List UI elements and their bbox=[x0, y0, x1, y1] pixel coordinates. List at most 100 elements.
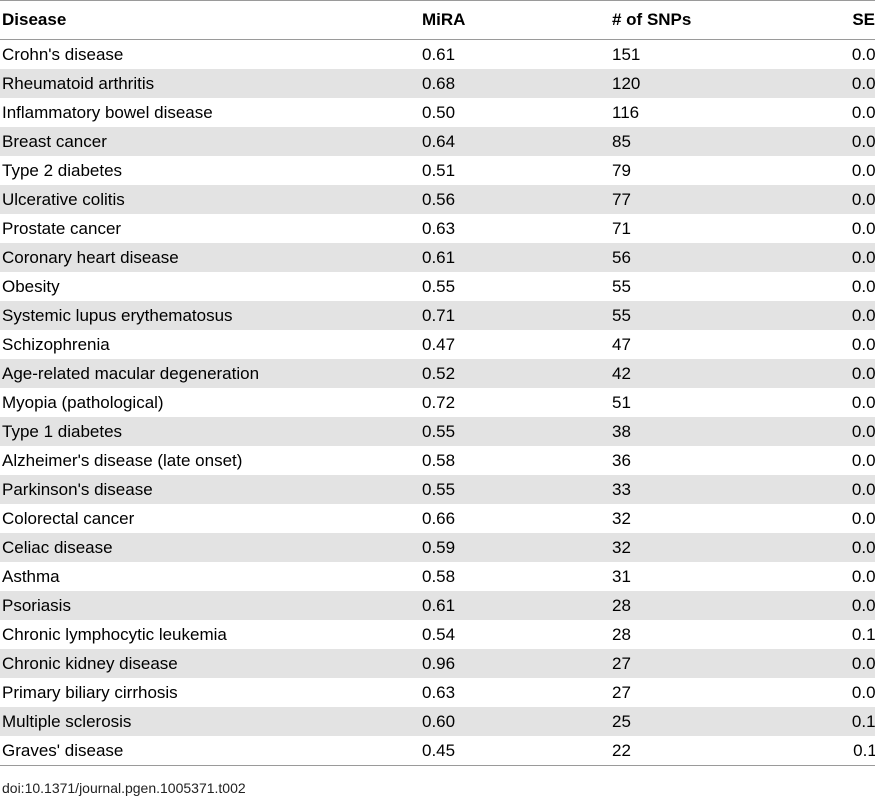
se-cell: 0.07 bbox=[851, 276, 875, 296]
disease-cell: Breast cancer bbox=[0, 127, 422, 156]
se-cell: 0.10 bbox=[851, 624, 875, 644]
snps-cell: 47 bbox=[612, 334, 631, 354]
se-cell: 0.09 bbox=[812, 475, 875, 504]
table-row: Prostate cancer 0.63 71 0.06 bbox=[0, 214, 875, 243]
snps-cell: 56 bbox=[612, 243, 812, 272]
snps-cell: 27 bbox=[612, 682, 631, 702]
mira-cell: 0.63 bbox=[422, 218, 456, 238]
header-se: SE bbox=[812, 0, 875, 40]
snps-cell: 28 bbox=[612, 624, 631, 644]
table-row: Asthma 0.58 31 0.09 bbox=[0, 562, 875, 591]
se-cell: 0.06 bbox=[851, 218, 875, 238]
snps-cell: 51 bbox=[612, 392, 631, 412]
mira-cell: 0.58 bbox=[422, 450, 456, 470]
snps-cell: 33 bbox=[612, 475, 812, 504]
mira-cell: 0.64 bbox=[422, 127, 612, 156]
mira-cell: 0.51 bbox=[422, 160, 456, 180]
mira-cell: 0.96 bbox=[422, 649, 612, 678]
disease-cell: Colorectal cancer bbox=[2, 508, 135, 528]
se-cell: 0.07 bbox=[851, 392, 875, 412]
disease-cell: Coronary heart disease bbox=[0, 243, 422, 272]
disease-cell: Psoriasis bbox=[0, 591, 422, 620]
disease-cell: Schizophrenia bbox=[2, 334, 110, 354]
mira-cell: 0.54 bbox=[422, 624, 456, 644]
mira-cell: 0.63 bbox=[422, 682, 456, 702]
se-cell: 0.08 bbox=[812, 417, 875, 446]
table-row: Schizophrenia 0.47 47 0.07 bbox=[0, 330, 875, 359]
se-cell: 0.06 bbox=[851, 160, 875, 180]
se-cell: 0.08 bbox=[851, 450, 875, 470]
disease-cell: Ulcerative colitis bbox=[0, 185, 422, 214]
snps-cell: 27 bbox=[612, 649, 812, 678]
snps-cell: 36 bbox=[612, 450, 631, 470]
snps-cell: 79 bbox=[612, 160, 631, 180]
disease-cell: Graves' disease bbox=[0, 736, 422, 766]
disease-cell: Parkinson's disease bbox=[0, 475, 422, 504]
mira-cell: 0.45 bbox=[422, 736, 612, 766]
snps-cell: 151 bbox=[612, 44, 641, 64]
snps-cell: 55 bbox=[612, 301, 812, 330]
table-row: Crohn's disease 0.61 151 0.04 bbox=[0, 40, 875, 70]
se-cell: 0.08 bbox=[812, 359, 875, 388]
mira-cell: 0.61 bbox=[422, 243, 612, 272]
mira-cell: 0.56 bbox=[422, 185, 612, 214]
disease-cell: Type 2 diabetes bbox=[2, 160, 123, 180]
header-row: Disease MiRA # of SNPs SE bbox=[0, 0, 875, 40]
se-cell: 0.05 bbox=[812, 127, 875, 156]
se-cell: 0.09 bbox=[851, 566, 875, 586]
table-row: Primary biliary cirrhosis 0.63 27 0.09 bbox=[0, 678, 875, 707]
mira-cell: 0.61 bbox=[422, 44, 456, 64]
disease-cell: Celiac disease bbox=[0, 533, 422, 562]
mira-cell: 0.68 bbox=[422, 69, 612, 98]
table-row: Chronic lymphocytic leukemia 0.54 28 0.10 bbox=[0, 620, 875, 649]
snps-cell: 120 bbox=[612, 69, 812, 98]
header-disease: Disease bbox=[0, 0, 422, 40]
disease-cell: Type 1 diabetes bbox=[0, 417, 422, 446]
se-cell: 0.09 bbox=[812, 591, 875, 620]
snps-cell: 77 bbox=[612, 185, 812, 214]
snps-cell: 116 bbox=[612, 102, 640, 122]
mira-cell: 0.66 bbox=[422, 508, 456, 528]
mira-cell: 0.61 bbox=[422, 591, 612, 620]
table-row: Obesity 0.55 55 0.07 bbox=[0, 272, 875, 301]
table-row: Inflammatory bowel disease 0.50 116 0.05 bbox=[0, 98, 875, 127]
snps-cell: 25 bbox=[612, 707, 812, 736]
se-cell: 0.04 bbox=[812, 649, 875, 678]
mira-cell: 0.55 bbox=[422, 475, 612, 504]
results-table: Disease MiRA # of SNPs SE Crohn's diseas… bbox=[0, 0, 875, 766]
table-row: Type 2 diabetes 0.51 79 0.06 bbox=[0, 156, 875, 185]
disease-cell: Systemic lupus erythematosus bbox=[0, 301, 422, 330]
se-cell: 0.09 bbox=[812, 533, 875, 562]
snps-cell: 32 bbox=[612, 508, 631, 528]
se-cell: 0.04 bbox=[851, 44, 875, 64]
table-row: Age-related macular degeneration 0.52 42 0.… bbox=[0, 359, 875, 388]
disease-cell: Prostate cancer bbox=[2, 218, 122, 238]
se-cell: 0.09 bbox=[851, 508, 875, 528]
snps-cell: 32 bbox=[612, 533, 812, 562]
mira-cell: 0.50 bbox=[422, 102, 456, 122]
disease-cell: Chronic lymphocytic leukemia bbox=[2, 624, 227, 644]
disease-cell: Multiple sclerosis bbox=[0, 707, 422, 736]
se-cell: 0.06 bbox=[812, 301, 875, 330]
disease-cell: Alzheimer's disease (late onset) bbox=[2, 450, 243, 470]
disease-cell: Chronic kidney disease bbox=[0, 649, 422, 678]
se-cell: 0.09 bbox=[851, 682, 875, 702]
snps-cell: 28 bbox=[612, 591, 812, 620]
mira-cell: 0.55 bbox=[422, 417, 612, 446]
se-cell: 0.11 bbox=[812, 736, 875, 766]
doi-caption: doi:10.1371/journal.pgen.1005371.t002 bbox=[2, 780, 246, 796]
mira-cell: 0.58 bbox=[422, 566, 456, 586]
